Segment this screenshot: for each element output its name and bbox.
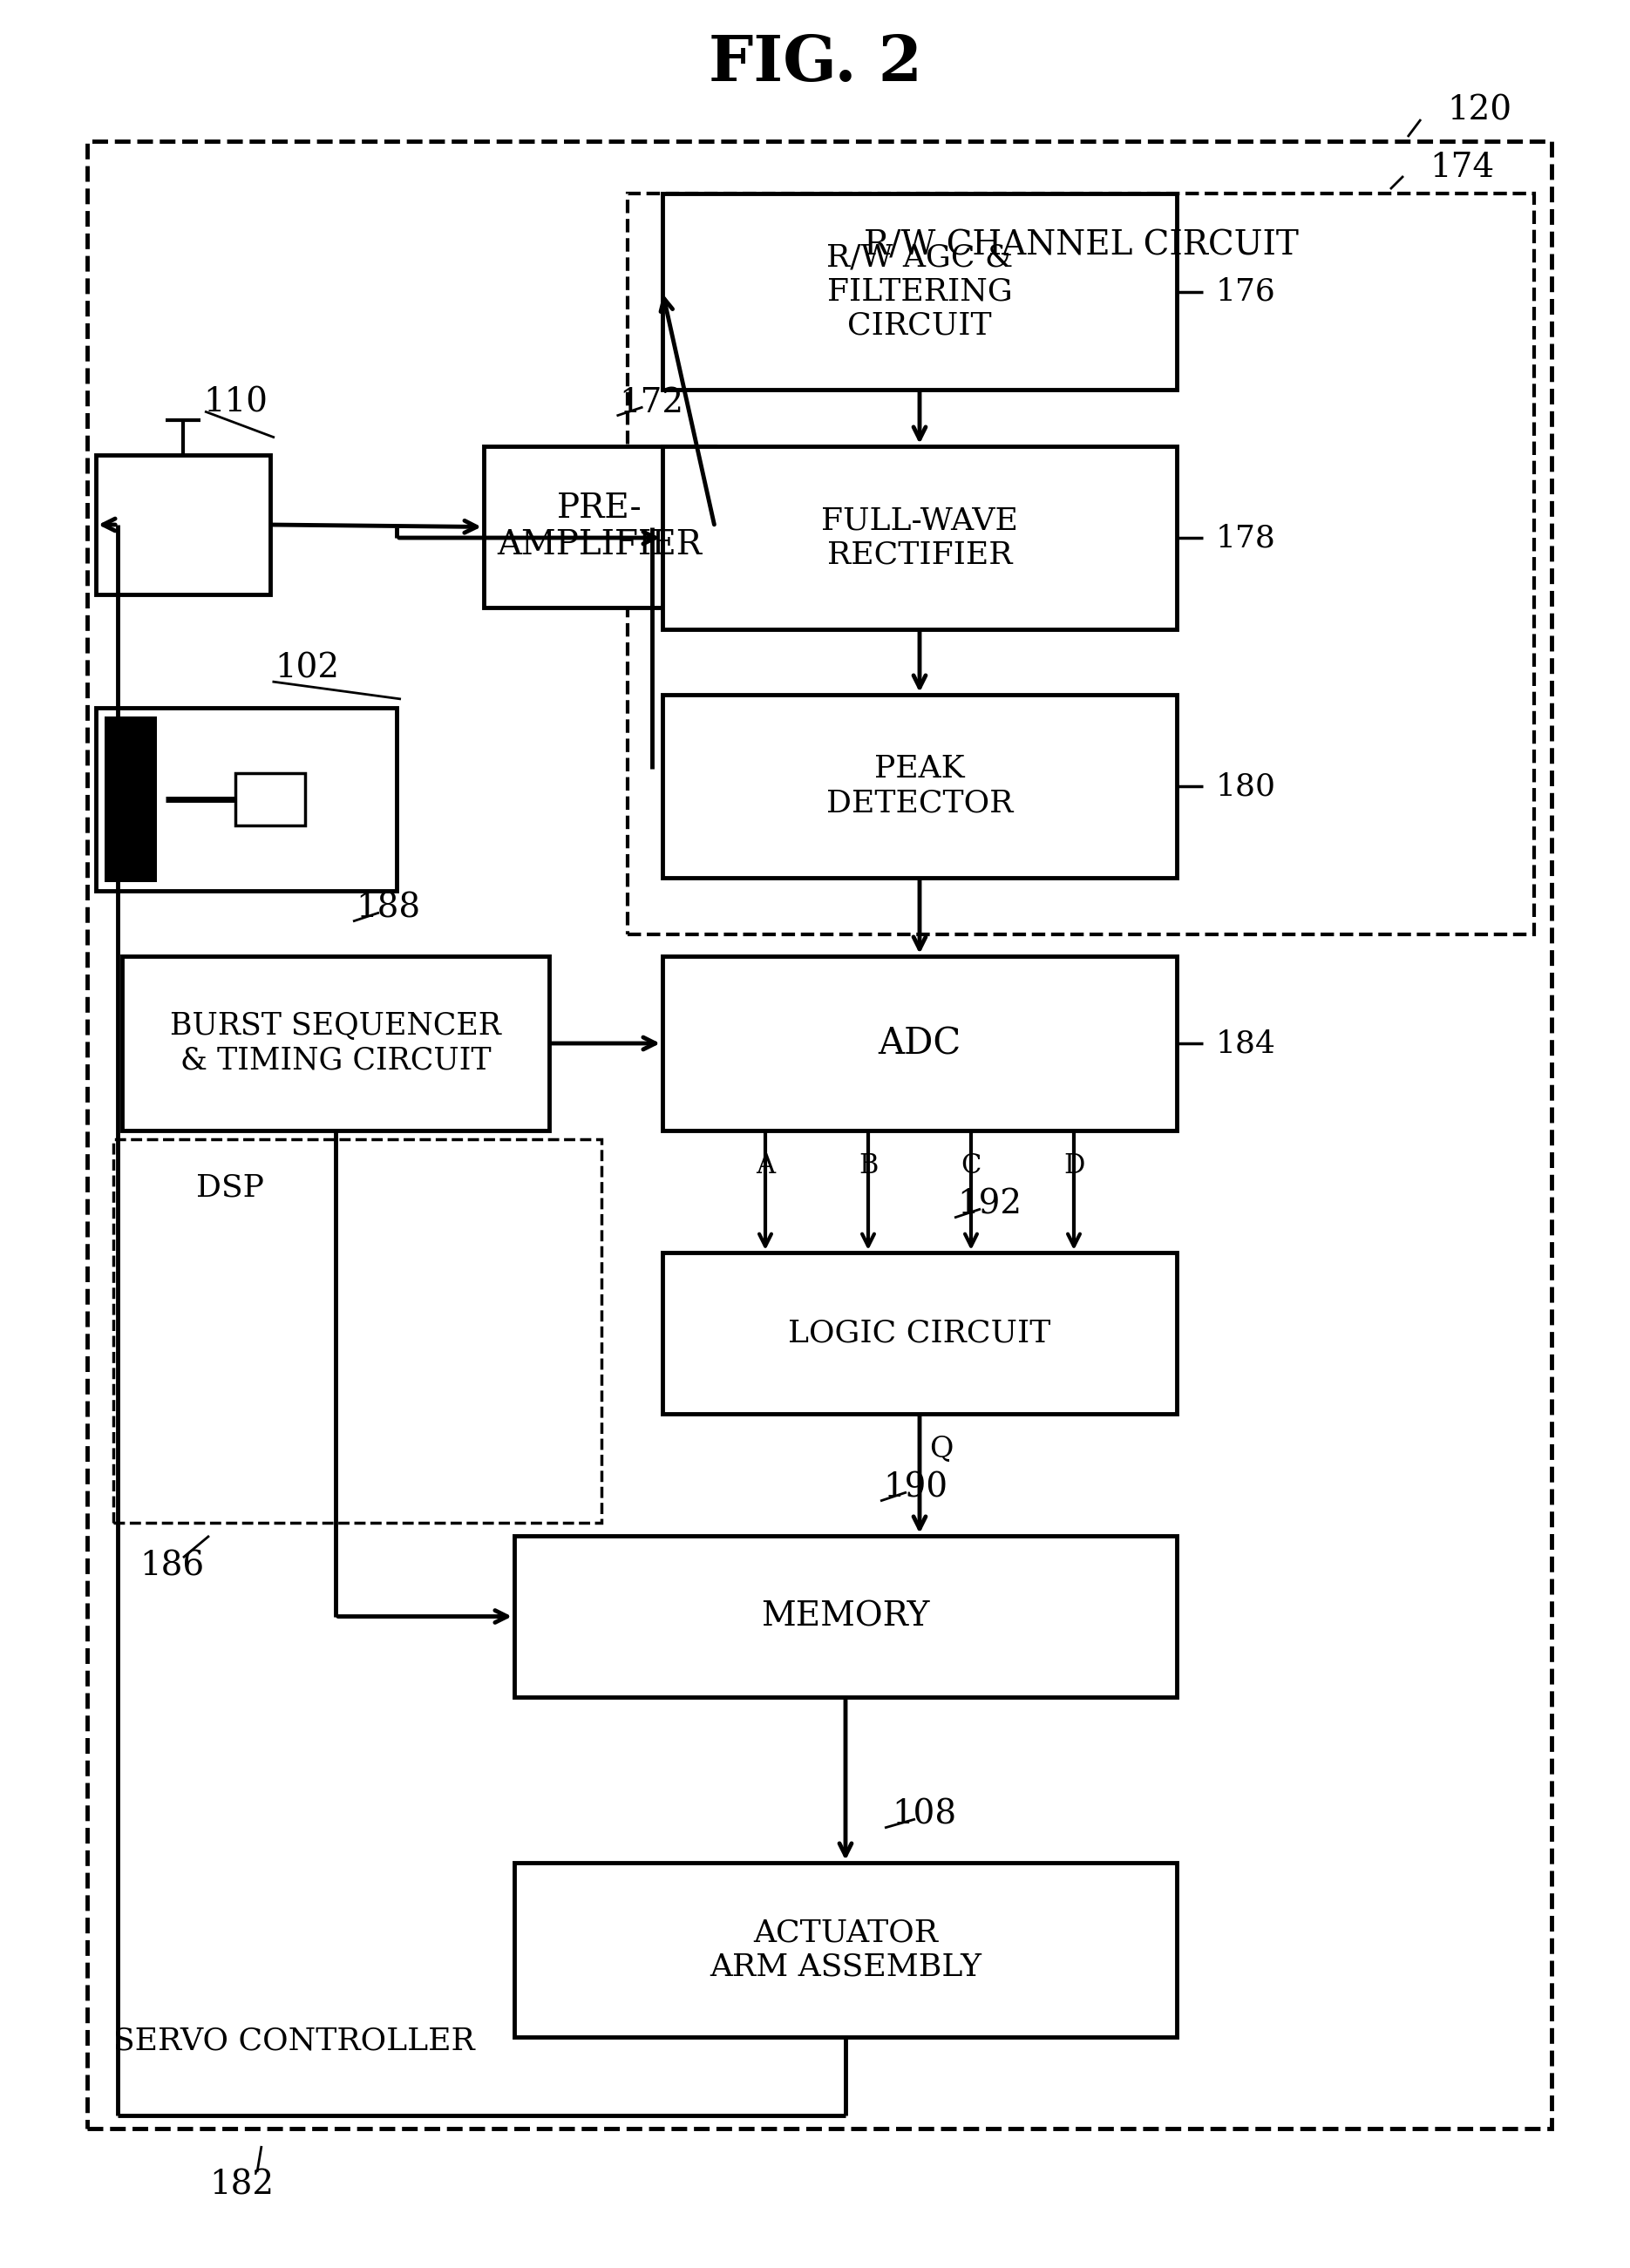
Text: Q: Q [929, 1436, 954, 1463]
FancyBboxPatch shape [662, 193, 1177, 390]
Text: FULL-WAVE
RECTIFIER: FULL-WAVE RECTIFIER [822, 506, 1019, 569]
Text: 102: 102 [275, 653, 339, 685]
Text: BURST SEQUENCER
& TIMING CIRCUIT: BURST SEQUENCER & TIMING CIRCUIT [170, 1012, 500, 1075]
FancyBboxPatch shape [126, 721, 137, 878]
Text: 188: 188 [355, 891, 421, 925]
Text: 110: 110 [204, 386, 267, 420]
Text: D: D [1063, 1152, 1084, 1179]
FancyBboxPatch shape [106, 721, 119, 878]
Text: FIG. 2: FIG. 2 [707, 32, 923, 93]
FancyBboxPatch shape [662, 1252, 1177, 1413]
FancyBboxPatch shape [662, 447, 1177, 628]
Text: ADC: ADC [879, 1025, 962, 1061]
FancyBboxPatch shape [484, 447, 716, 608]
Text: PEAK
DETECTOR: PEAK DETECTOR [826, 755, 1012, 819]
Text: 182: 182 [209, 2168, 274, 2202]
FancyBboxPatch shape [96, 708, 396, 891]
FancyBboxPatch shape [515, 1862, 1177, 2037]
FancyBboxPatch shape [145, 721, 156, 878]
Text: 174: 174 [1430, 152, 1495, 184]
FancyBboxPatch shape [662, 957, 1177, 1129]
Text: 108: 108 [892, 1799, 957, 1830]
Text: 192: 192 [957, 1188, 1022, 1220]
Text: A: A [756, 1152, 774, 1179]
FancyBboxPatch shape [122, 957, 549, 1129]
Text: DSP: DSP [196, 1173, 264, 1202]
Text: 172: 172 [619, 386, 685, 420]
FancyBboxPatch shape [235, 773, 305, 826]
Text: R/W CHANNEL CIRCUIT: R/W CHANNEL CIRCUIT [864, 229, 1297, 261]
Text: R/W AGC &
FILTERING
CIRCUIT: R/W AGC & FILTERING CIRCUIT [826, 243, 1012, 340]
Text: 120: 120 [1447, 95, 1511, 127]
Text: 184: 184 [1216, 1027, 1276, 1059]
Text: SERVO CONTROLLER: SERVO CONTROLLER [114, 2028, 474, 2057]
Text: MEMORY: MEMORY [761, 1601, 929, 1633]
FancyBboxPatch shape [104, 717, 156, 882]
FancyBboxPatch shape [662, 694, 1177, 878]
Text: 176: 176 [1216, 277, 1276, 306]
FancyBboxPatch shape [96, 456, 271, 594]
Text: 178: 178 [1216, 524, 1276, 553]
Text: ACTUATOR
ARM ASSEMBLY: ACTUATOR ARM ASSEMBLY [709, 1919, 981, 1982]
Text: 180: 180 [1216, 771, 1276, 801]
Text: C: C [960, 1152, 981, 1179]
Text: B: B [859, 1152, 879, 1179]
Text: 186: 186 [140, 1551, 204, 1583]
Text: LOGIC CIRCUIT: LOGIC CIRCUIT [789, 1318, 1051, 1347]
Text: PRE-
AMPLIFIER: PRE- AMPLIFIER [497, 492, 701, 562]
FancyBboxPatch shape [515, 1535, 1177, 1696]
Text: 190: 190 [883, 1472, 947, 1504]
